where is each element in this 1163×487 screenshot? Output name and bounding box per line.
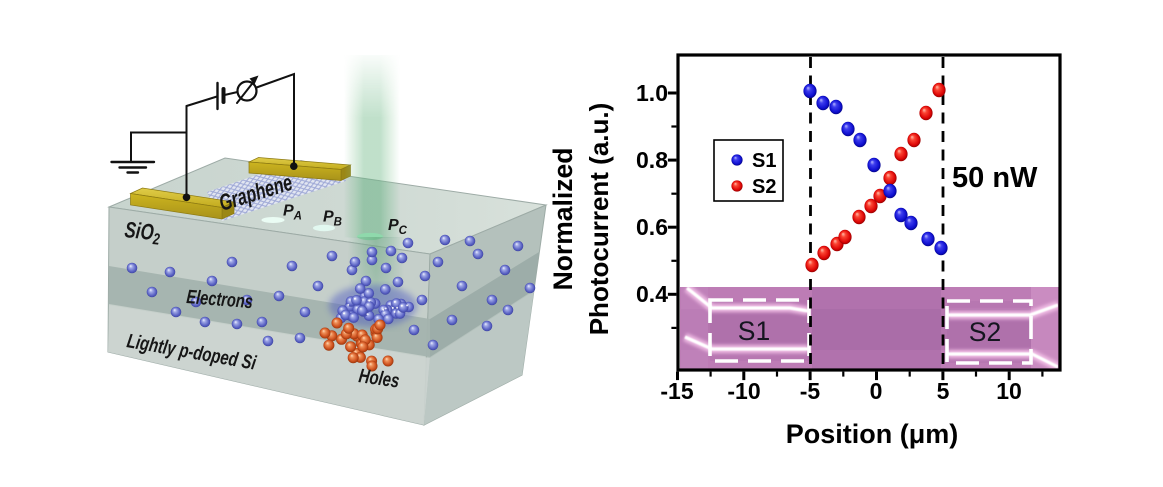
- svg-text:S2: S2: [752, 176, 776, 198]
- svg-text:S1: S1: [752, 150, 776, 172]
- svg-text:-5: -5: [800, 378, 821, 404]
- svg-text:5: 5: [937, 378, 950, 404]
- svg-text:10: 10: [996, 378, 1022, 404]
- svg-text:0.8: 0.8: [636, 147, 668, 173]
- svg-text:1.0: 1.0: [636, 80, 668, 106]
- svg-text:Photocurrent (a.u.): Photocurrent (a.u.): [584, 103, 614, 336]
- svg-text:50 nW: 50 nW: [952, 162, 1038, 194]
- svg-text:0.4: 0.4: [636, 281, 668, 307]
- svg-text:-15: -15: [660, 378, 693, 404]
- svg-text:Normalized: Normalized: [548, 148, 578, 291]
- svg-text:Electrons: Electrons: [186, 285, 254, 313]
- svg-text:-10: -10: [727, 378, 760, 404]
- svg-text:0: 0: [870, 378, 883, 404]
- svg-text:S1: S1: [738, 316, 770, 346]
- svg-text:Position (μm): Position (μm): [786, 419, 959, 449]
- svg-text:0.6: 0.6: [636, 214, 668, 240]
- svg-text:Holes: Holes: [357, 364, 401, 392]
- svg-text:S2: S2: [969, 317, 1001, 347]
